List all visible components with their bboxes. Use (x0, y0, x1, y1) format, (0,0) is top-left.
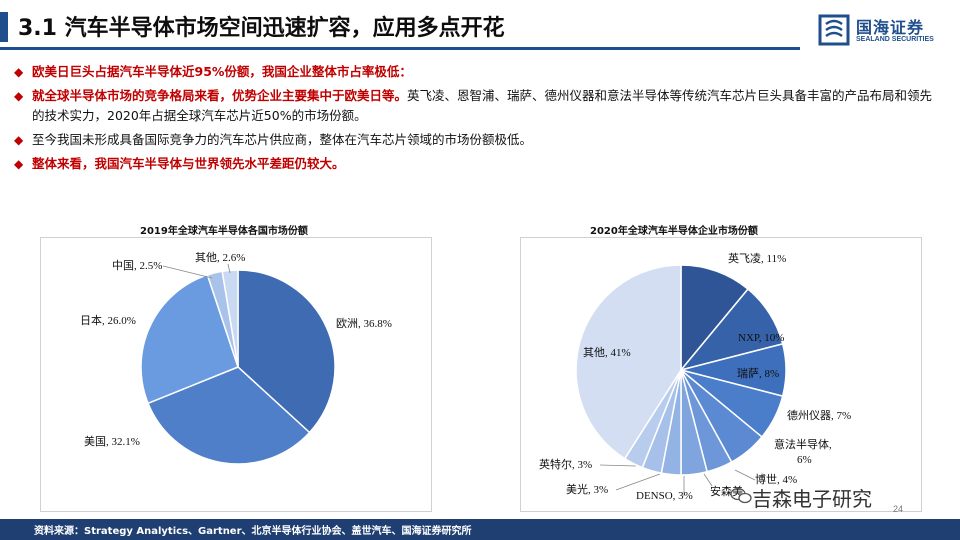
slice-label: 欧洲, 36.8% (336, 317, 392, 330)
bullet-item: ◆ 就全球半导体市场的竞争格局来看，优势企业主要集中于欧美日等。英飞凌、恩智浦、瑞… (14, 86, 944, 126)
pie-slice (575, 264, 682, 460)
leader-line (599, 464, 637, 467)
bullet-item: ◆ 至今我国未形成具备国际竞争力的汽车芯片供应商，整体在汽车芯片领域的市场份额极低… (14, 130, 944, 150)
diamond-bullet-icon: ◆ (14, 157, 24, 171)
chart-panel-2019 (40, 237, 432, 512)
slice-label: 6% (797, 454, 812, 466)
slice-label: 英特尔, 3% (539, 457, 592, 471)
pie-slice (237, 269, 336, 434)
slice-label: 其他, 2.6% (195, 251, 245, 264)
diamond-bullet-icon: ◆ (14, 133, 24, 147)
slice-label: 博世, 4% (755, 473, 797, 486)
wechat-icon (730, 487, 752, 504)
sealand-logo: 国海证券 SEALAND SECURITIES (818, 14, 958, 50)
bullet-text: 欧美日巨头占据汽车半导体近95%份额，我国企业整体市占率极低： (32, 64, 412, 79)
slice-label: 意法半导体, (774, 437, 832, 451)
footer-bar: 资料来源：Strategy Analytics、Gartner、北京半导体行业协… (0, 519, 960, 540)
title-accent (0, 12, 8, 42)
slice-label: 中国, 2.5% (112, 259, 162, 272)
source-note: 资料来源：Strategy Analytics、Gartner、北京半导体行业协… (34, 526, 472, 537)
leader-line (615, 473, 661, 491)
slice-label: 瑞萨, 8% (737, 366, 779, 380)
bullet-text: 整体来看，我国汽车半导体与世界领先水平差距仍较大。 (32, 156, 345, 171)
diamond-bullet-icon: ◆ (14, 89, 24, 103)
slice-label: 英飞凌, 11% (728, 251, 786, 265)
chart-panel-2020 (520, 237, 922, 512)
chart-title-2020: 2020年全球汽车半导体企业市场份额 (590, 226, 758, 237)
watermark: 吉森电子研究 (752, 487, 872, 511)
title-bar: 3.1 汽车半导体市场空间迅速扩容，应用多点开花 (0, 0, 960, 52)
leader-line (162, 265, 213, 279)
slice-label: DENSO, 3% (636, 490, 693, 502)
page-number: 24 (893, 504, 904, 514)
leader-line (227, 263, 231, 274)
chart-title-2019: 2019年全球汽车半导体各国市场份额 (140, 226, 308, 237)
slice-label: NXP, 10% (738, 332, 784, 344)
bullet-text: 至今我国未形成具备国际竞争力的汽车芯片供应商，整体在汽车芯片领域的市场份额极低。 (32, 132, 533, 147)
slice-label: 其他, 41% (583, 346, 631, 359)
leader-line (734, 469, 756, 481)
pie-slice (680, 264, 749, 373)
pie-slice (221, 269, 239, 368)
slice-label: 德州仪器, 7% (787, 408, 851, 422)
logo-text: 国海证券 (856, 18, 925, 37)
bullet-list: ◆ 欧美日巨头占据汽车半导体近95%份额，我国企业整体市占率极低： ◆ 就全球半导体市… (14, 62, 944, 178)
slice-label: 美国, 32.1% (84, 435, 140, 448)
pie-slice (140, 273, 239, 405)
slice-label: 安森美 (710, 484, 743, 498)
leader-line (703, 473, 713, 487)
bullet-item: ◆ 欧美日巨头占据汽车半导体近95%份额，我国企业整体市占率极低： (14, 62, 944, 82)
slice-label: 美光, 3% (566, 482, 608, 496)
slice-label: 日本, 26.0% (80, 313, 136, 327)
pie-slice (147, 366, 311, 465)
bullet-item: ◆ 整体来看，我国汽车半导体与世界领先水平差距仍较大。 (14, 154, 944, 174)
page-title: 3.1 汽车半导体市场空间迅速扩容，应用多点开花 (18, 16, 505, 41)
bullet-text: 英飞凌、恩智浦、瑞萨、德州仪器和意法半导体等传统汽车芯片巨头具备丰富的产品布局和… (32, 88, 933, 123)
sealand-logo-icon (818, 14, 850, 46)
title-rule (0, 47, 800, 50)
logo-subtext: SEALAND SECURITIES (856, 36, 934, 43)
diamond-bullet-icon: ◆ (14, 65, 24, 79)
bullet-text: 就全球半导体市场的竞争格局来看，优势企业主要集中于欧美日等。 (32, 88, 408, 103)
